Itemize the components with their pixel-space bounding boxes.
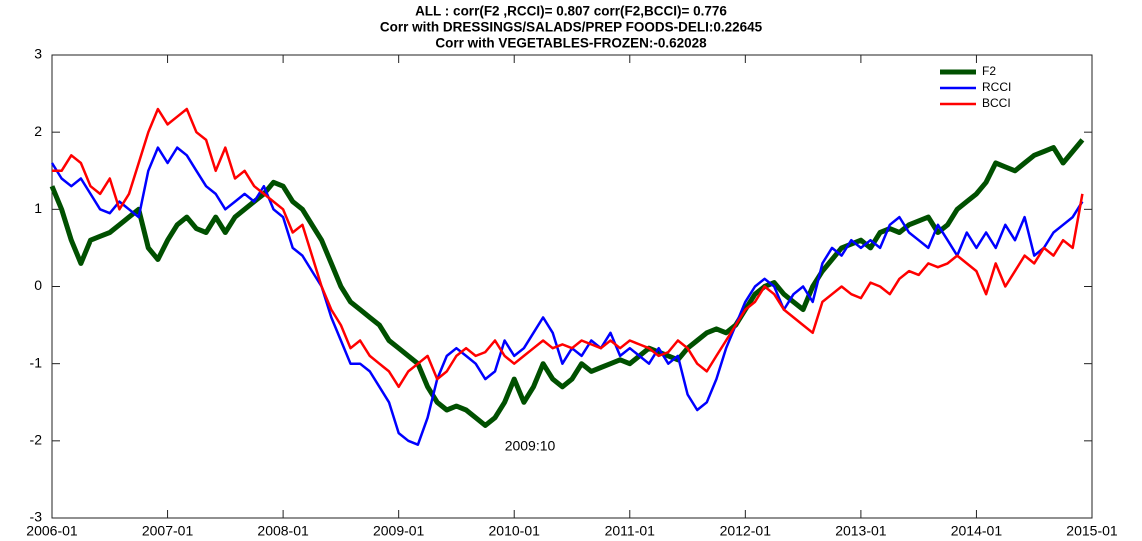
x-tick-label: 2013-01: [835, 523, 887, 539]
y-tick-label: 0: [34, 277, 42, 293]
x-tick-label: 2007-01: [142, 523, 194, 539]
x-tick-label: 2012-01: [720, 523, 772, 539]
y-tick-label: 2: [34, 123, 42, 139]
y-tick-label: -2: [30, 432, 43, 448]
chart-subtitle: Corr with VEGETABLES-FROZEN:-0.62028: [435, 36, 707, 51]
legend-label: RCCI: [982, 80, 1011, 94]
chart-subtitle: Corr with DRESSINGS/SALADS/PREP FOODS-DE…: [380, 20, 763, 35]
y-tick-label: -1: [30, 354, 43, 370]
plot-frame: [51, 54, 1093, 519]
line-series: [52, 107, 1084, 389]
x-tick-label: 2011-01: [605, 523, 656, 539]
x-tick-label: 2015-01: [1066, 523, 1118, 539]
y-tick-label: -3: [30, 509, 43, 525]
annotation: 2009:10: [505, 438, 556, 454]
x-tick-label: 2014-01: [951, 523, 1003, 539]
line-series: [49, 138, 1085, 428]
chart-title: ALL : corr(F2 ,RCCI)= 0.807 corr(F2,BCCI…: [415, 4, 727, 19]
line-series: [50, 146, 1084, 446]
y-tick-label: 1: [34, 200, 42, 216]
x-tick-label: 2010-01: [489, 523, 541, 539]
y-tick-label: 3: [34, 46, 42, 62]
x-tick-label: 2009-01: [373, 523, 425, 539]
x-tick-label: 2006-01: [26, 523, 78, 539]
legend-label: BCCI: [982, 96, 1011, 110]
legend-label: F2: [982, 64, 996, 78]
x-tick-label: 2008-01: [257, 523, 309, 539]
